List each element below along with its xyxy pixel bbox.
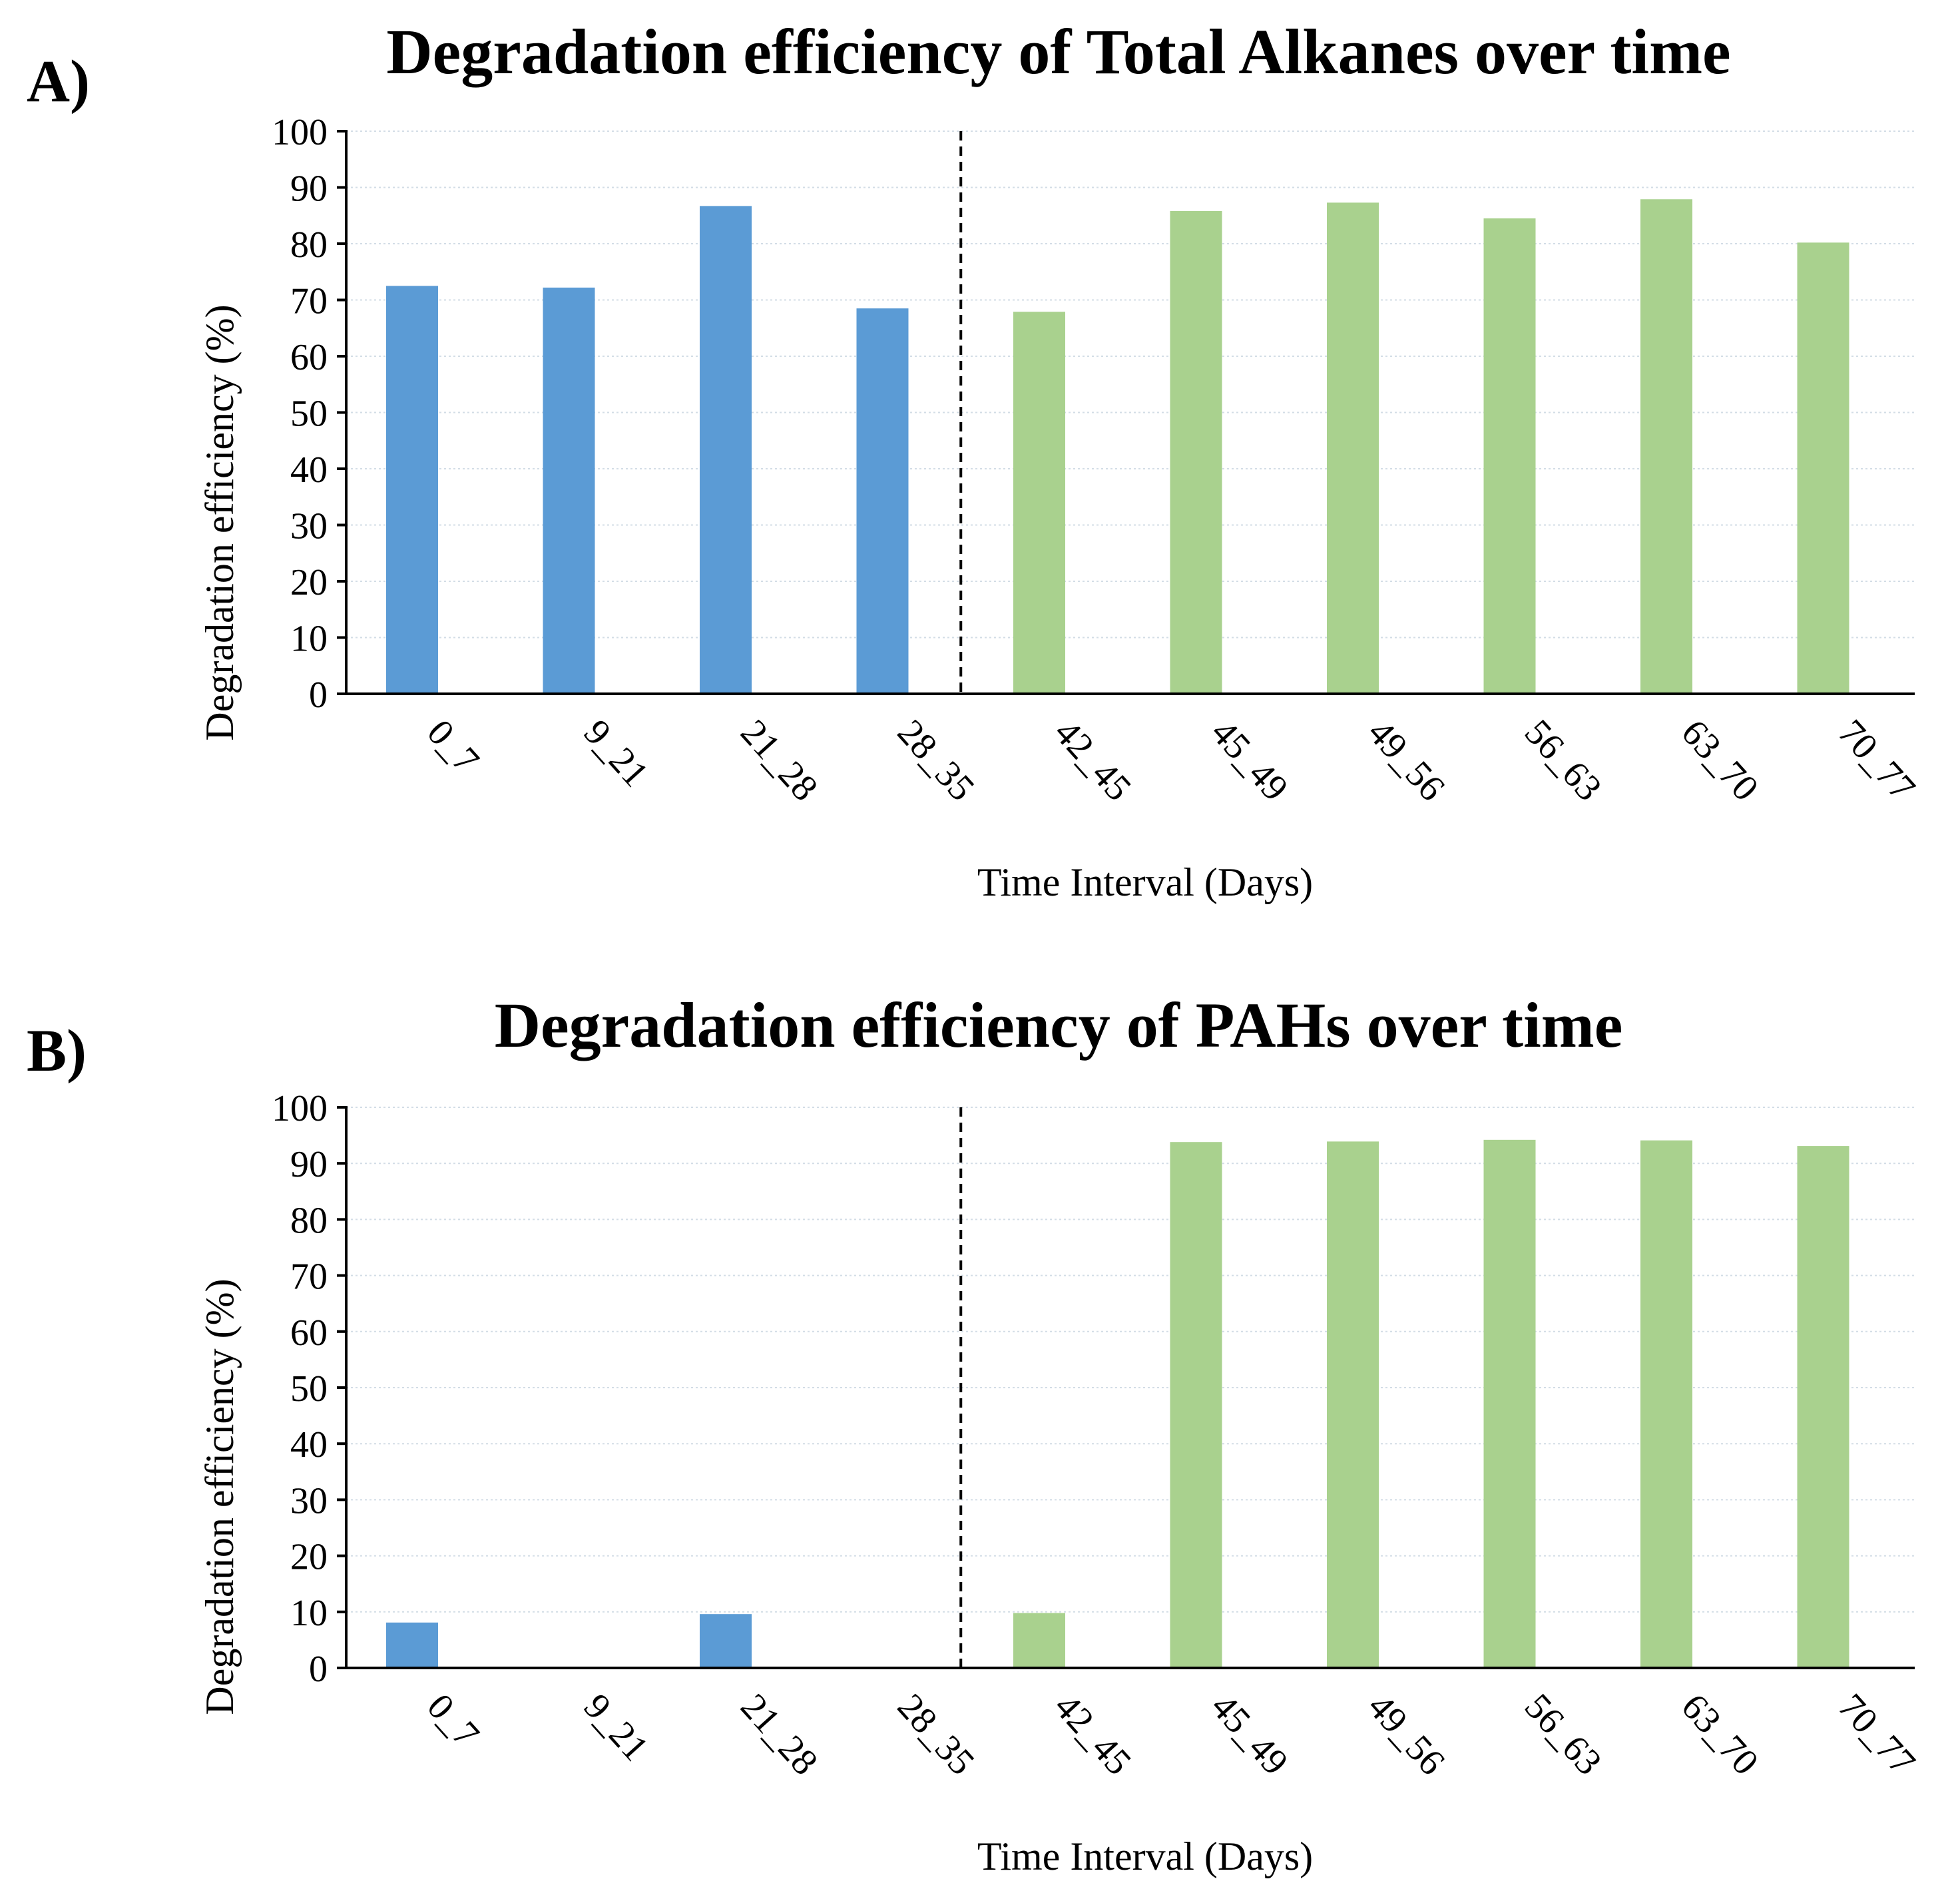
panel-a-bar-63_70 bbox=[1640, 199, 1692, 694]
panel-b-bar-56_63 bbox=[1483, 1139, 1536, 1668]
panel-a-x-tick-label: 28_35 bbox=[889, 712, 983, 809]
panel-b-x-axis-label: Time Interval (Days) bbox=[977, 1834, 1313, 1878]
panel-a-bar-0_7 bbox=[386, 286, 438, 694]
panel-a: A) Degradation efficiency of Total Alkan… bbox=[27, 16, 1923, 904]
panel-b-x-tick-label: 63_70 bbox=[1673, 1686, 1766, 1783]
panel-b-x-tick-label: 9_21 bbox=[576, 1686, 656, 1769]
panel-a-bar-9_21 bbox=[543, 287, 595, 694]
panel-a-axes bbox=[337, 130, 1915, 695]
panel-b-y-tick-label: 0 bbox=[309, 1649, 328, 1690]
panel-b-bar-49_56 bbox=[1327, 1141, 1379, 1668]
panel-b-y-tick-label: 50 bbox=[290, 1368, 328, 1410]
panel-b-x-tick-label: 0_7 bbox=[419, 1686, 487, 1755]
panel-b-bar-21_28 bbox=[700, 1614, 752, 1668]
panel-b-bar-70_77 bbox=[1797, 1146, 1849, 1668]
panel-a-x-tick-label: 21_28 bbox=[732, 712, 826, 809]
panel-b-x-tick-label: 21_28 bbox=[732, 1686, 826, 1783]
panel-a-bars bbox=[386, 199, 1849, 694]
panel-b-x-tick-labels: 0_7 9_21 21_28 28_35 42_45 45_49 49_56 56_63 63_… bbox=[419, 1686, 1923, 1783]
panel-b-title: Degradation efficiency of PAHs over time bbox=[495, 989, 1623, 1061]
panel-b-axes bbox=[337, 1106, 1915, 1669]
panel-a-y-tick-label: 10 bbox=[290, 619, 328, 660]
panel-a-x-tick-labels: 0_7 9_21 21_28 28_35 42_45 45_49 49_56 56_63 63_… bbox=[419, 712, 1923, 809]
panel-b-x-tick-label: 70_77 bbox=[1830, 1686, 1923, 1783]
panel-b-x-tick-label: 42_45 bbox=[1046, 1686, 1139, 1783]
panel-a-x-tick-label: 0_7 bbox=[419, 712, 487, 781]
panel-b-y-tick-label: 100 bbox=[272, 1088, 328, 1129]
panel-a-y-tick-label: 60 bbox=[290, 337, 328, 378]
panel-b-x-tick-label: 45_49 bbox=[1203, 1686, 1296, 1783]
panel-b-bar-63_70 bbox=[1640, 1140, 1692, 1668]
panel-a-y-tick-label: 100 bbox=[272, 112, 328, 153]
panel-a-x-tick-label: 70_77 bbox=[1830, 712, 1923, 809]
panel-b-bar-42_45 bbox=[1013, 1613, 1065, 1668]
panel-a-x-tick-label: 42_45 bbox=[1046, 712, 1139, 809]
panel-a-bar-56_63 bbox=[1483, 218, 1536, 694]
panel-a-bar-21_28 bbox=[700, 206, 752, 694]
panel-b-y-tick-label: 80 bbox=[290, 1200, 328, 1241]
panel-a-x-tick-label: 49_56 bbox=[1359, 712, 1453, 809]
panel-b-y-tick-label: 10 bbox=[290, 1593, 328, 1634]
panel-b-x-tick-label: 56_63 bbox=[1517, 1686, 1610, 1783]
panel-a-y-tick-label: 40 bbox=[290, 449, 328, 491]
panel-a-y-axis-label: Degradation efficiency (%) bbox=[198, 304, 242, 740]
panel-a-bar-49_56 bbox=[1327, 202, 1379, 694]
panel-b-y-tick-label: 60 bbox=[290, 1312, 328, 1354]
panel-b-y-tick-label: 70 bbox=[290, 1256, 328, 1298]
panel-a-x-tick-label: 45_49 bbox=[1203, 712, 1296, 809]
panel-b-bar-0_7 bbox=[386, 1622, 438, 1668]
panel-b-y-tick-label: 20 bbox=[290, 1537, 328, 1578]
panel-a-bar-28_35 bbox=[856, 308, 909, 694]
panel-b-y-tick-labels: 0 10 20 30 40 50 60 70 80 90 100 bbox=[272, 1088, 328, 1690]
panel-a-x-axis-label: Time Interval (Days) bbox=[977, 860, 1313, 904]
panel-b-y-tick-label: 30 bbox=[290, 1480, 328, 1521]
panel-a-title: Degradation efficiency of Total Alkanes … bbox=[386, 16, 1730, 87]
panel-a-bar-70_77 bbox=[1797, 242, 1849, 694]
panel-a-x-tick-label: 56_63 bbox=[1517, 712, 1610, 809]
panel-b-bar-45_49 bbox=[1170, 1142, 1222, 1668]
panel-a-x-tick-label: 63_70 bbox=[1673, 712, 1766, 809]
panel-b-x-tick-label: 49_56 bbox=[1359, 1686, 1453, 1783]
panel-a-y-tick-label: 50 bbox=[290, 394, 328, 435]
panel-a-y-tick-labels: 0 10 20 30 40 50 60 70 80 90 100 bbox=[272, 112, 328, 716]
panel-a-y-tick-label: 30 bbox=[290, 506, 328, 547]
panel-a-bar-45_49 bbox=[1170, 210, 1222, 694]
panel-a-y-tick-label: 80 bbox=[290, 224, 328, 266]
panel-b-y-tick-label: 40 bbox=[290, 1424, 328, 1466]
panel-b-x-tick-label: 28_35 bbox=[889, 1686, 983, 1783]
panel-b-gridlines bbox=[346, 1107, 1915, 1613]
panel-a-y-tick-label: 90 bbox=[290, 168, 328, 210]
panel-a-label: A) bbox=[27, 49, 90, 115]
panel-b-y-tick-label: 90 bbox=[290, 1144, 328, 1185]
panel-b-label: B) bbox=[27, 1018, 87, 1084]
panel-b-y-axis-label: Degradation efficiency (%) bbox=[198, 1278, 242, 1715]
panel-a-y-tick-label: 20 bbox=[290, 562, 328, 603]
panel-a-y-tick-label: 0 bbox=[309, 675, 328, 716]
panel-b-bars bbox=[386, 1139, 1849, 1668]
panel-a-x-tick-label: 9_21 bbox=[576, 712, 656, 795]
panel-a-y-tick-label: 70 bbox=[290, 281, 328, 322]
panel-a-bar-42_45 bbox=[1013, 312, 1065, 694]
panel-a-gridlines bbox=[346, 131, 1915, 639]
panel-b: B) Degradation efficiency of PAHs over t… bbox=[27, 989, 1923, 1878]
